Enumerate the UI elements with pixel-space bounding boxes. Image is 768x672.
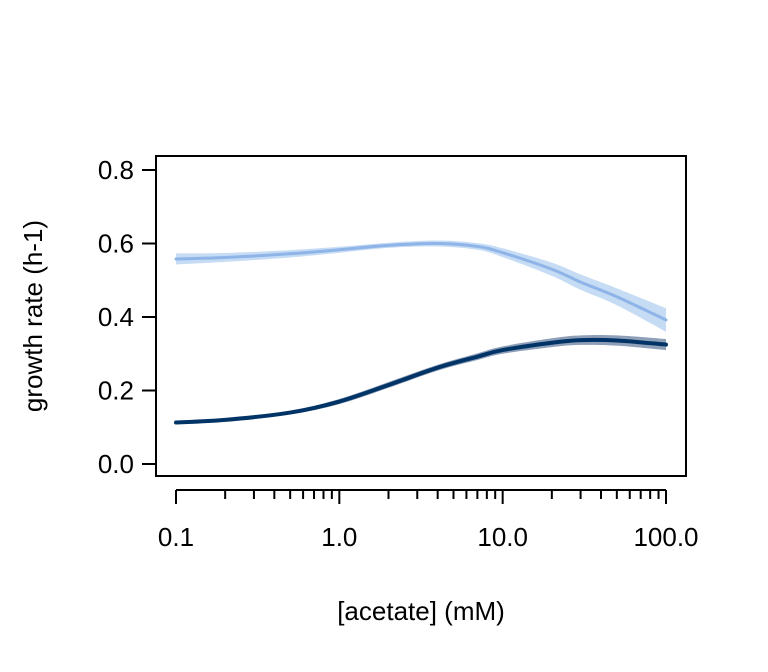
series-line-2 <box>174 337 668 425</box>
y-tick-label: 0.4 <box>98 302 134 332</box>
x-tick-label: 10.0 <box>477 522 528 552</box>
x-axis: 0.1 1.0 10.0 100.0 <box>158 489 699 552</box>
confidence-band-2 <box>176 334 666 424</box>
y-tick-label: 0.8 <box>98 155 134 185</box>
y-tick-label: 0.6 <box>98 229 134 259</box>
x-axis-title: [acetate] (mM) <box>337 596 505 626</box>
y-axis-title: growth rate (h-1) <box>18 220 48 412</box>
series-lines <box>174 241 668 425</box>
confidence-band-1 <box>176 240 666 332</box>
y-axis: 0.0 0.2 0.4 0.6 0.8 <box>98 155 157 479</box>
y-tick-label: 0.2 <box>98 376 134 406</box>
x-tick-label: 0.1 <box>158 522 194 552</box>
x-tick-label: 1.0 <box>321 522 357 552</box>
confidence-bands <box>176 240 666 424</box>
x-tick-label: 100.0 <box>633 522 698 552</box>
plot-frame <box>155 155 687 477</box>
y-tick-label: 0.0 <box>98 449 134 479</box>
series-line-1 <box>174 241 668 322</box>
